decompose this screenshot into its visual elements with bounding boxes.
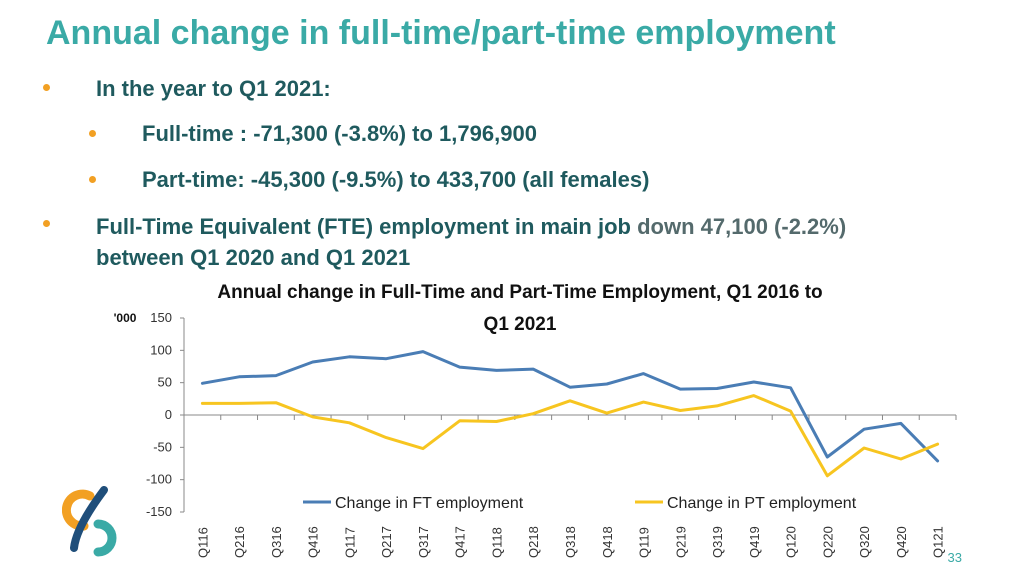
bullet-fte-text-b: down 47,100 (-2.2%) <box>637 214 847 239</box>
y-tick-label: 50 <box>158 375 172 390</box>
x-tick-label: Q318 <box>563 526 578 558</box>
x-tick-label: Q416 <box>306 526 321 558</box>
bullet-fte: Full-Time Equivalent (FTE) employment in… <box>96 211 846 273</box>
bullet-full-time: Full-time : -71,300 (-3.8%) to 1,796,900 <box>142 121 537 146</box>
logo-icon <box>62 486 117 557</box>
y-axis-unit-label: '000 <box>114 311 137 325</box>
bullet-dot <box>43 220 50 227</box>
x-tick-label: Q419 <box>747 526 762 558</box>
x-tick-label: Q216 <box>232 526 247 558</box>
legend-label: Change in PT employment <box>667 495 857 512</box>
x-tick-label: Q317 <box>416 526 431 558</box>
x-tick-label: Q316 <box>269 526 284 558</box>
y-tick-label: 0 <box>165 407 172 422</box>
ft-series-line <box>200 350 940 463</box>
x-tick-label: Q119 <box>637 527 652 558</box>
x-tick-label: Q120 <box>784 526 799 558</box>
y-tick-label: 150 <box>150 310 172 325</box>
bullet-dot <box>89 130 96 137</box>
y-tick-label: 100 <box>150 342 172 357</box>
x-tick-label: Q219 <box>673 526 688 558</box>
bullet-part-time: Part-time: -45,300 (-9.5%) to 433,700 (a… <box>142 167 650 192</box>
bullet-dot <box>89 176 96 183</box>
x-tick-label: Q319 <box>710 526 725 558</box>
bullet-year-to-q1: In the year to Q1 2021: <box>96 76 331 101</box>
bullet-fte-text-a: Full-Time Equivalent (FTE) employment in… <box>96 214 638 239</box>
x-tick-label: Q417 <box>453 526 468 558</box>
chart-title-line-1: Annual change in Full-Time and Part-Time… <box>217 282 822 303</box>
pt-series-line <box>200 394 940 478</box>
x-tick-label: Q320 <box>857 526 872 558</box>
x-tick-label: Q118 <box>489 527 504 558</box>
y-tick-label: -50 <box>153 439 172 454</box>
x-tick-label: Q217 <box>379 526 394 558</box>
y-tick-label: -100 <box>146 472 172 487</box>
x-tick-label: Q418 <box>600 526 615 558</box>
bullet-dot <box>43 84 50 91</box>
bullet-fte-text-c: between Q1 2020 and Q1 2021 <box>96 245 411 270</box>
x-tick-label: Q116 <box>195 527 210 558</box>
chart-title-line-2: Q1 2021 <box>484 314 557 335</box>
x-tick-label: Q220 <box>820 526 835 558</box>
x-tick-label: Q420 <box>894 526 909 558</box>
slide-title: Annual change in full-time/part-time emp… <box>46 14 836 52</box>
x-tick-label: Q218 <box>526 526 541 558</box>
legend-label: Change in FT employment <box>335 495 524 512</box>
page-number: 33 <box>947 550 962 565</box>
x-tick-label: Q121 <box>931 526 946 558</box>
x-tick-label: Q117 <box>342 527 357 558</box>
y-tick-label: -150 <box>146 504 172 519</box>
